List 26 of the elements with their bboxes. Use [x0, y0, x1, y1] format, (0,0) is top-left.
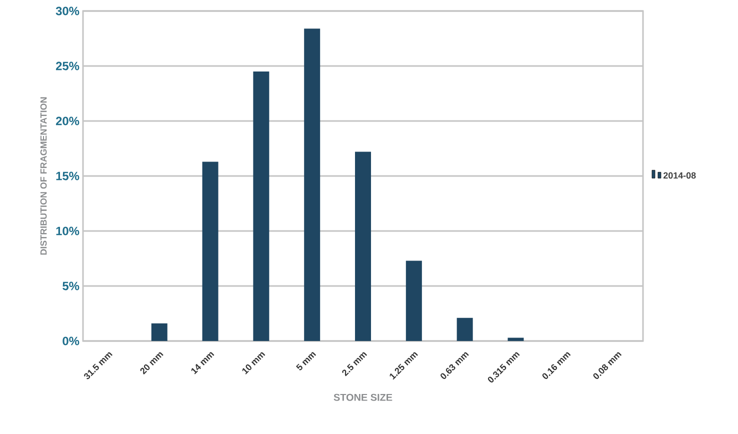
x-tick-label: 2.5 mm [342, 352, 368, 376]
x-axis-title: STONE SIZE [334, 394, 392, 401]
x-tick-label: 0.63 mm [440, 352, 469, 379]
y-tick-label: 30% [56, 6, 80, 16]
y-tick-label: 25% [56, 62, 80, 70]
x-tick-label: 5 mm [296, 352, 316, 370]
bar [355, 152, 372, 341]
y-tick-label: 20% [56, 116, 80, 126]
bar [508, 338, 524, 341]
x-tick-label: 0.08 mm [593, 352, 622, 379]
y-tick-label: 0% [62, 336, 80, 346]
y-axis-title: DISTRIBUTION OF FRAGMENTATION [40, 97, 47, 255]
x-tick-label: 10 mm [242, 352, 266, 374]
x-tick-label: 20 mm [140, 352, 164, 375]
legend-label: 2014-08 [663, 172, 696, 179]
bar [456, 318, 473, 341]
bar [202, 162, 218, 341]
bar [151, 323, 168, 341]
bar [304, 28, 320, 341]
bar [253, 72, 270, 341]
bar [406, 260, 422, 341]
x-tick-label: 14 mm [191, 352, 214, 374]
x-tick-label: 0.16 mm [542, 352, 571, 379]
y-tick-label: 10% [56, 226, 80, 236]
y-tick-label: 15% [56, 172, 80, 180]
y-tick-label: 5% [62, 282, 80, 290]
